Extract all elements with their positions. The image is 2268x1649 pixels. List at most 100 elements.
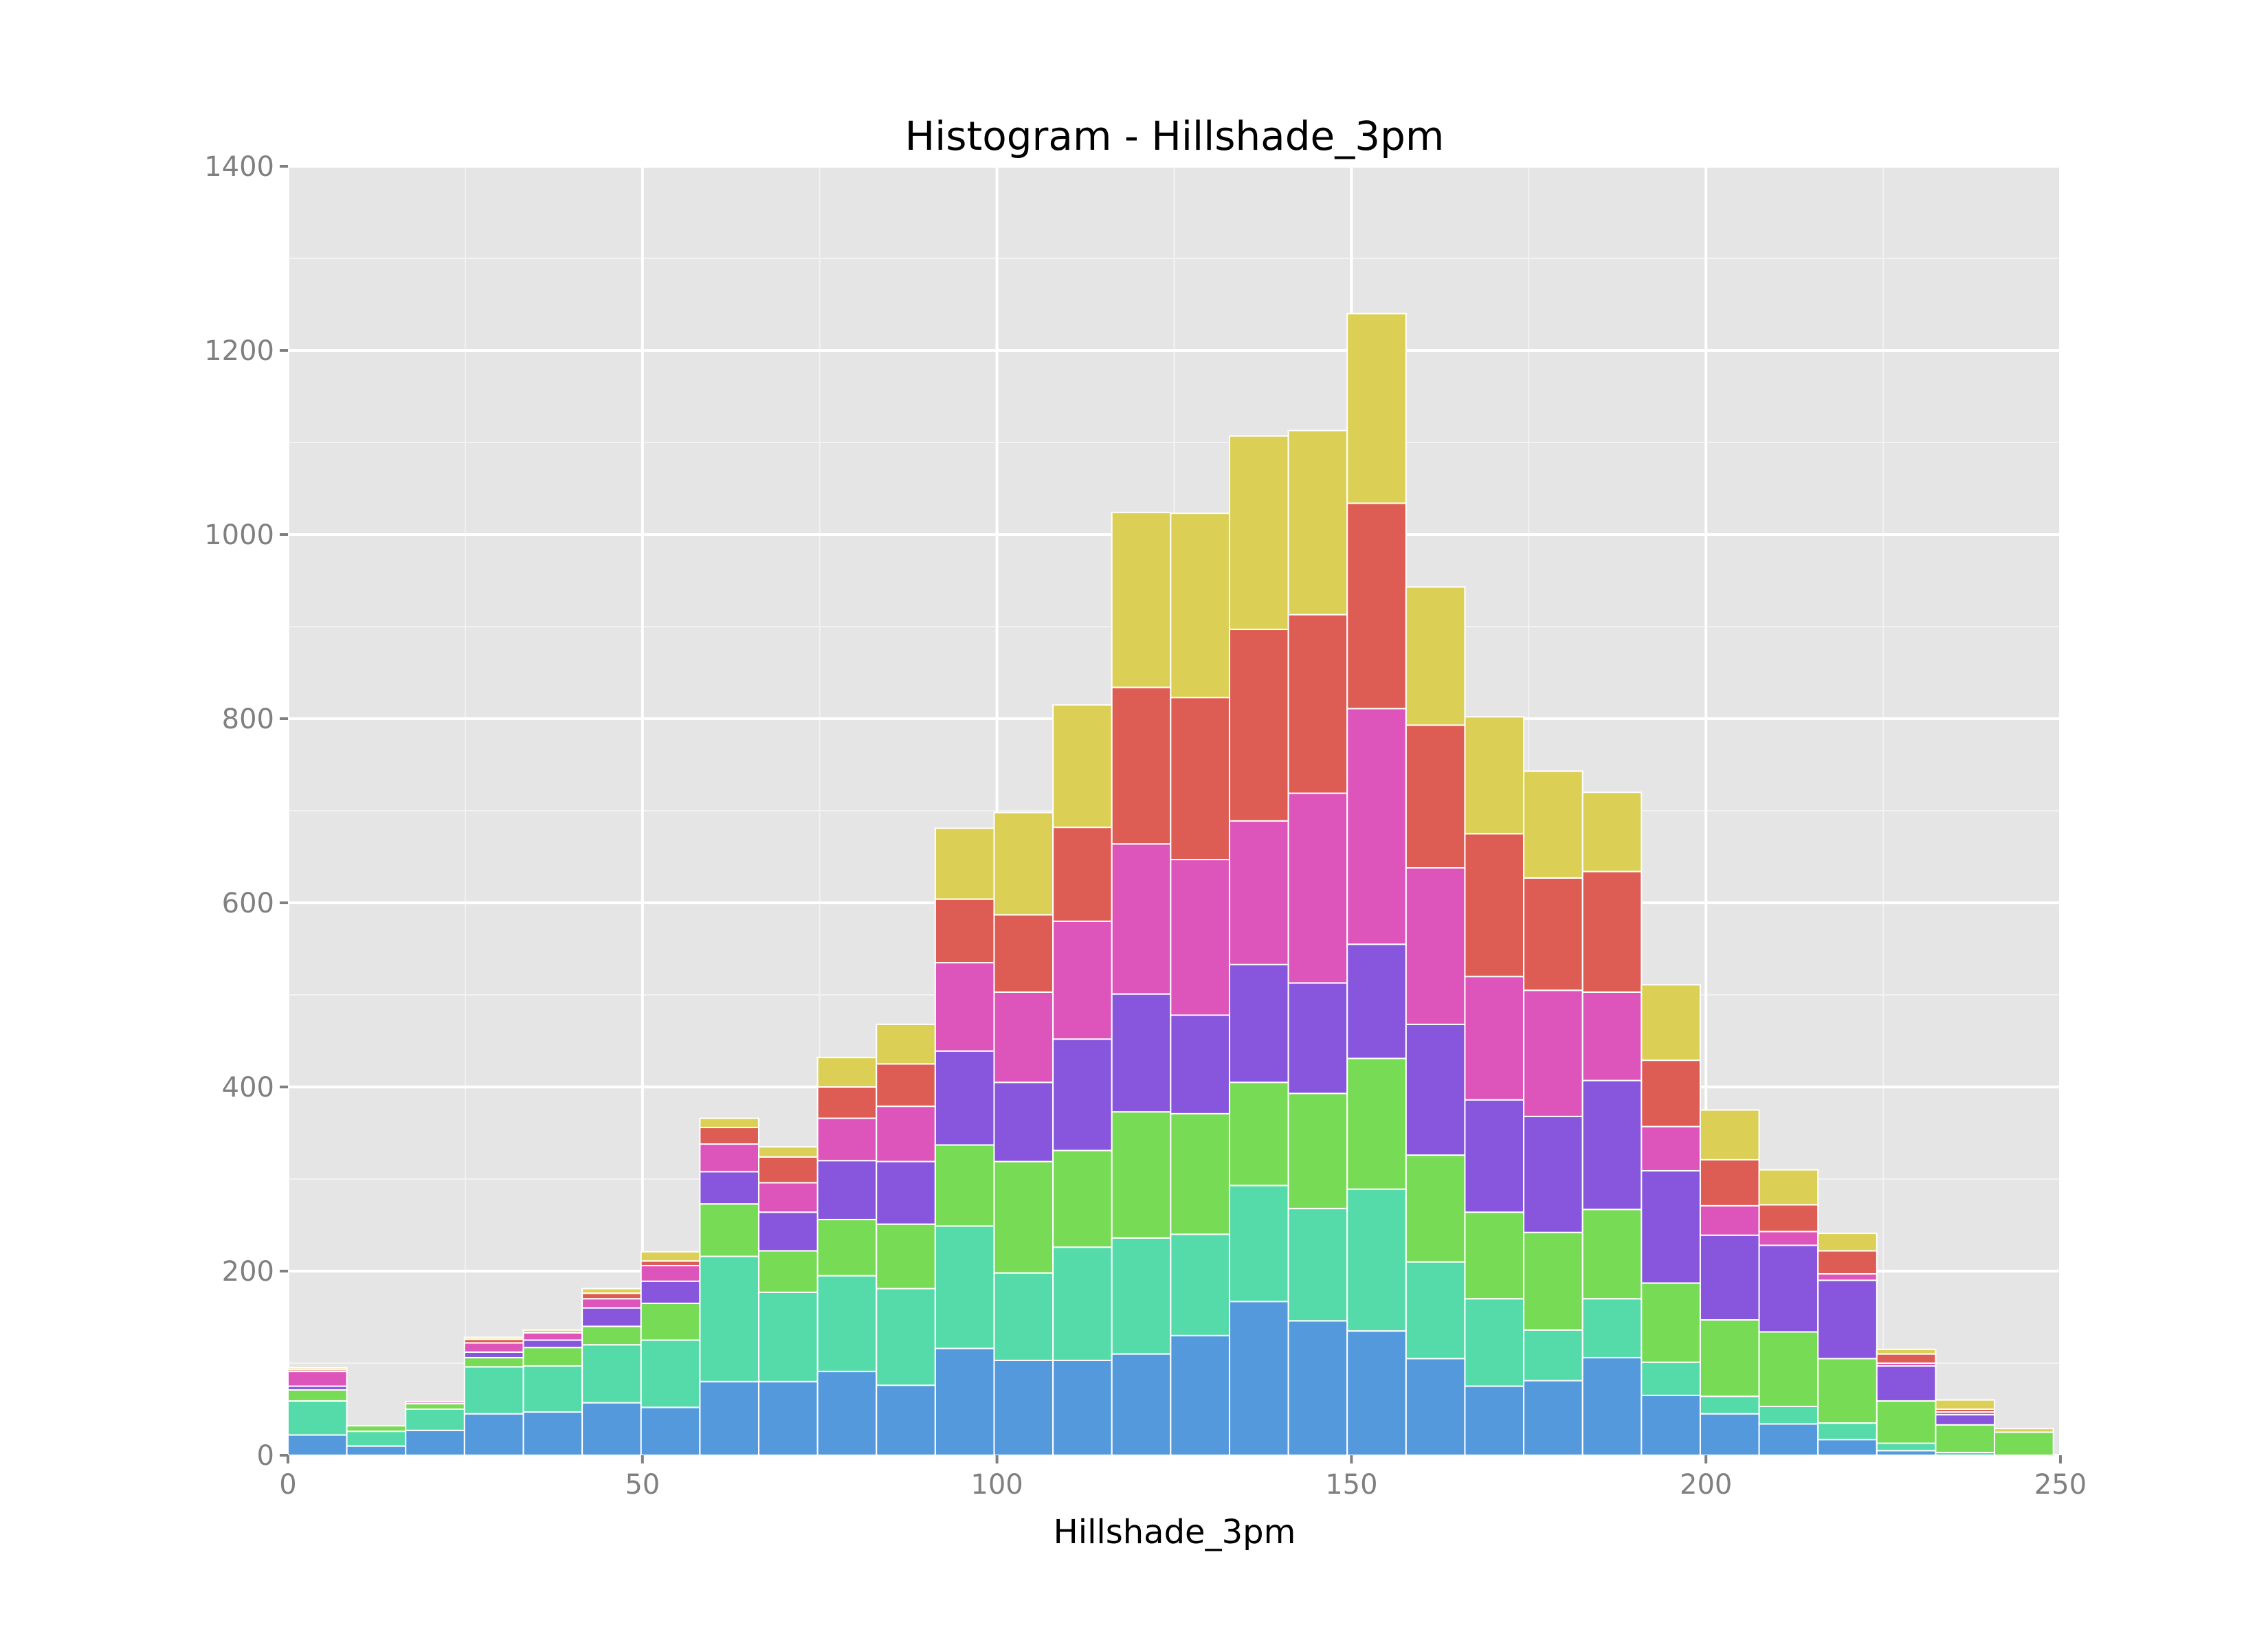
bar-segment (876, 1023, 936, 1065)
x-tick-label: 200 (1680, 1469, 1732, 1501)
bar-segment (287, 1400, 348, 1436)
bar-segment (993, 1160, 1054, 1274)
bar-segment (1170, 859, 1230, 1016)
bar-segment (699, 1380, 759, 1457)
bar-segment (463, 1356, 524, 1368)
bar-segment (522, 1347, 583, 1367)
bar-segment (1052, 1359, 1113, 1456)
bar-segment (1111, 843, 1172, 995)
bar-segment (1346, 943, 1407, 1059)
bar-segment (581, 1307, 642, 1327)
bar-segment (816, 1160, 878, 1220)
bar-segment (1994, 1431, 2054, 1456)
bar-segment (1876, 1365, 1937, 1402)
bar-segment (1170, 1014, 1230, 1114)
bar-segment (1287, 1320, 1348, 1456)
bar-segment (522, 1365, 583, 1413)
bar-segment (1876, 1400, 1937, 1444)
bar-segment (1287, 429, 1348, 616)
bar-segment (1581, 991, 1643, 1081)
bar-segment (463, 1342, 524, 1353)
bar-segment (1935, 1414, 1996, 1426)
bar-segment (1876, 1442, 1937, 1452)
bar-segment (1170, 697, 1230, 861)
bar-segment (993, 991, 1054, 1084)
bar-segment (287, 1367, 348, 1371)
bar-segment (1758, 1231, 1819, 1246)
bar-segment (522, 1332, 583, 1341)
bar-segment (405, 1401, 465, 1404)
bar-segment (1228, 820, 1289, 965)
bar-segment (1228, 963, 1289, 1084)
bar-segment (1817, 1279, 1878, 1360)
bar-segment (1405, 867, 1466, 1025)
bar-segment (463, 1413, 524, 1456)
bar-segment (1346, 1057, 1407, 1190)
y-tick-label: 1000 (204, 519, 274, 551)
bar-segment (1758, 1169, 1819, 1206)
bar-segment (1699, 1158, 1760, 1207)
bar-segment (1228, 1185, 1289, 1303)
bar-segment (1758, 1204, 1819, 1233)
bar-segment (1994, 1428, 2054, 1433)
bar-segment (1170, 1233, 1230, 1336)
bar-segment (1228, 629, 1289, 822)
bar-segment (1111, 1111, 1172, 1239)
bar-segment (876, 1063, 936, 1108)
bar-segment (1523, 1329, 1583, 1382)
bar-segment (816, 1218, 878, 1277)
bar-segment (876, 1106, 936, 1163)
bar-segment (1346, 502, 1407, 710)
bar-segment (1523, 877, 1583, 991)
bar-segment (1641, 984, 1701, 1062)
bar-segment (1052, 1149, 1113, 1248)
bar-segment (1052, 704, 1113, 829)
bar-segment (1052, 920, 1113, 1040)
bar-segment (699, 1255, 759, 1382)
y-tick-label: 1200 (204, 335, 274, 367)
bar-segment (934, 898, 995, 964)
y-tick-label: 400 (222, 1072, 274, 1103)
bar-segment (1346, 708, 1407, 945)
bar-segment (699, 1126, 759, 1145)
bar-segment (1405, 1154, 1466, 1263)
bar-segment (1346, 313, 1407, 504)
bar-segment (1817, 1250, 1878, 1275)
bar-segment (1817, 1422, 1878, 1441)
bar-segment (1699, 1109, 1760, 1160)
bar-segment (1758, 1331, 1819, 1407)
bar-segment (934, 1225, 995, 1349)
axes-group: 0 50 100 150 200 250 0 200 400 600 800 1000 1200 1400 (204, 151, 2087, 1501)
bar-segment (1581, 871, 1643, 993)
bar-segment (581, 1402, 642, 1456)
bar-segment (640, 1250, 701, 1262)
bar-segment (1523, 1231, 1583, 1331)
bar-segment (287, 1389, 348, 1402)
bar-segment (993, 1359, 1054, 1456)
bar-segment (1817, 1273, 1878, 1281)
bar-segment (993, 914, 1054, 993)
bar-segment (1758, 1244, 1819, 1333)
bar-segment (1935, 1424, 1996, 1453)
bar-segment (1758, 1423, 1819, 1456)
bar-segment (1876, 1348, 1937, 1355)
bar-segment (1523, 989, 1583, 1117)
bar-segment (1052, 1246, 1113, 1361)
y-tick-label: 0 (257, 1440, 274, 1472)
bar-segment (640, 1280, 701, 1304)
bar-segment (1464, 716, 1525, 835)
y-tick-label: 600 (222, 888, 274, 919)
bar-segment (1876, 1353, 1937, 1364)
bar-segment (640, 1302, 701, 1341)
bar-segment (757, 1182, 819, 1213)
bar-segment (699, 1203, 759, 1257)
bar-segment (757, 1211, 819, 1252)
bar-segment (1523, 1380, 1583, 1456)
y-tick-label: 800 (222, 704, 274, 735)
bar-segment (522, 1411, 583, 1457)
bar-segment (522, 1339, 583, 1349)
bar-segment (1405, 1358, 1466, 1457)
bar-segment (1052, 1038, 1113, 1152)
bar-segment (1641, 1282, 1701, 1363)
bar-segment (1817, 1439, 1878, 1456)
